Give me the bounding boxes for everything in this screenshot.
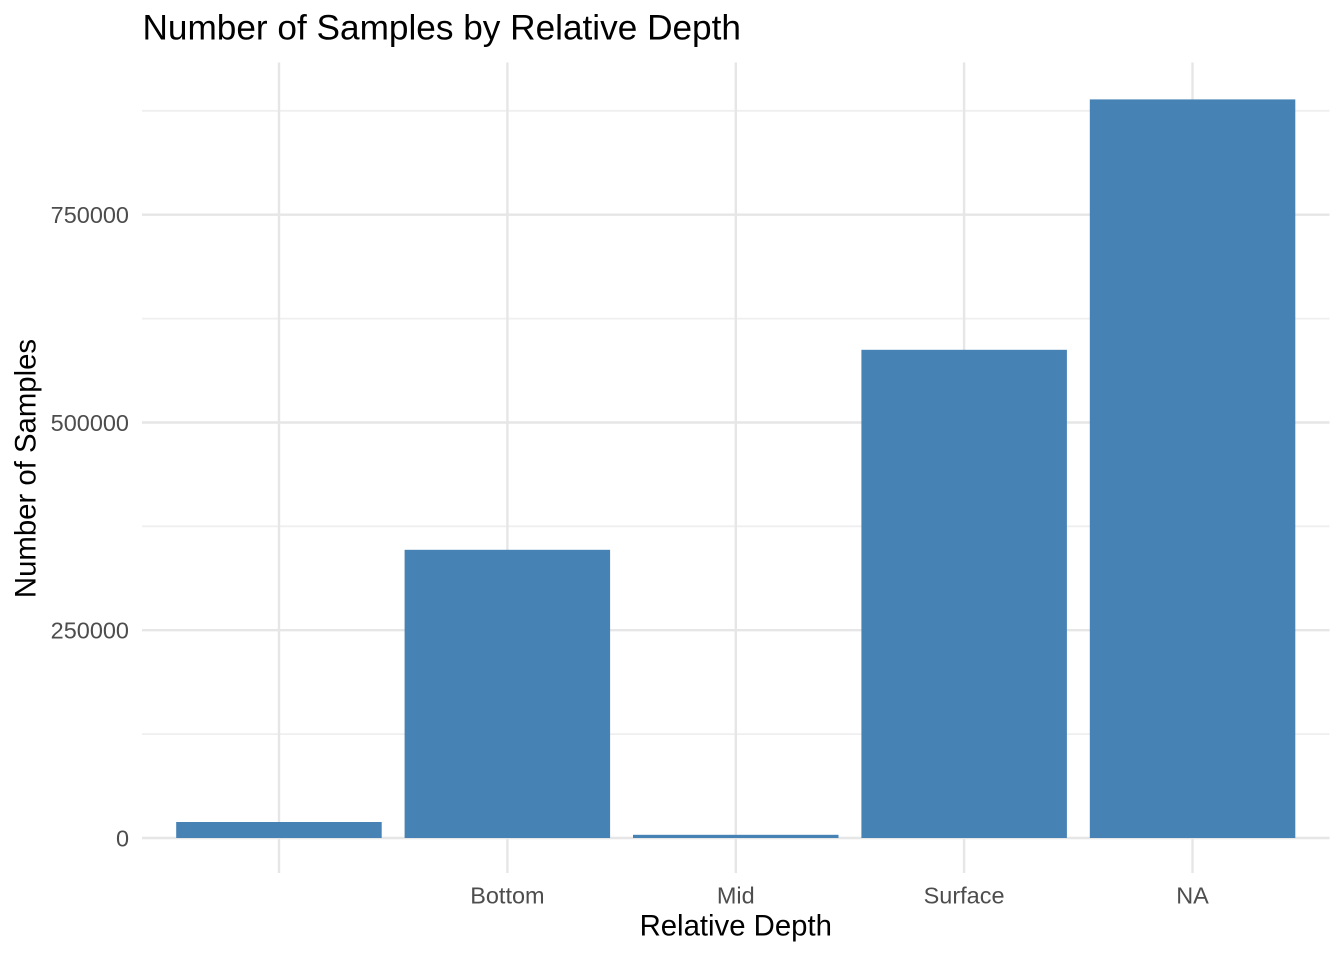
svg-text:Number of Samples by Relative: Number of Samples by Relative Depth (143, 9, 741, 48)
svg-text:NA: NA (1176, 883, 1209, 909)
svg-text:Surface: Surface (924, 883, 1005, 909)
svg-text:Relative Depth: Relative Depth (640, 910, 832, 943)
svg-text:0: 0 (116, 825, 129, 851)
svg-text:500000: 500000 (51, 410, 129, 436)
svg-text:750000: 750000 (51, 202, 129, 228)
svg-text:Bottom: Bottom (470, 883, 544, 909)
svg-text:Mid: Mid (717, 883, 755, 909)
svg-text:250000: 250000 (51, 618, 129, 644)
svg-text:Number of Samples: Number of Samples (9, 339, 42, 598)
